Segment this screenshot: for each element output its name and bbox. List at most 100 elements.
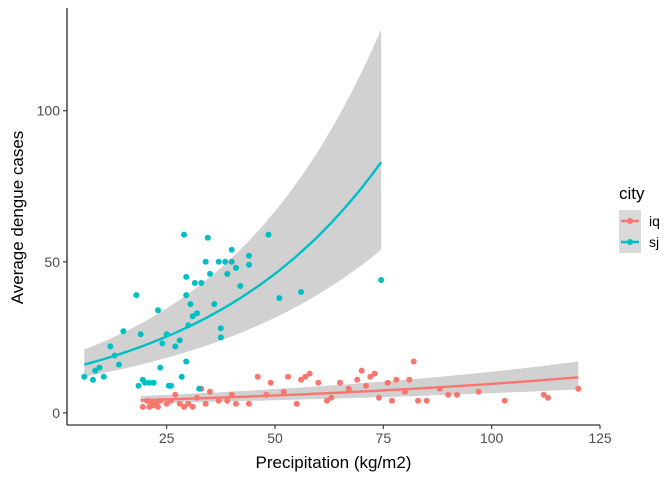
data-point-sj-5: [107, 343, 114, 350]
data-point-iq-57: [540, 391, 547, 398]
data-point-iq-36: [337, 379, 343, 386]
x-tick-label-100: 100: [480, 430, 504, 446]
scatter-points: [81, 231, 582, 410]
data-point-sj-22: [172, 343, 179, 350]
data-point-iq-49: [410, 358, 417, 365]
legend-key-point-sj: [627, 239, 633, 245]
data-point-iq-48: [406, 376, 413, 383]
data-point-sj-27: [183, 273, 190, 280]
data-point-sj-30: [187, 301, 194, 308]
data-point-iq-45: [389, 397, 395, 404]
data-point-sj-14: [146, 379, 153, 386]
data-point-iq-27: [280, 388, 287, 395]
data-point-iq-38: [354, 376, 361, 383]
data-point-iq-22: [233, 400, 239, 407]
data-point-iq-8: [163, 400, 170, 407]
data-point-sj-37: [204, 234, 211, 241]
confidence-band-iq: [140, 361, 579, 404]
data-point-sj-53: [298, 289, 304, 295]
data-point-iq-32: [306, 370, 313, 377]
data-point-sj-11: [137, 331, 144, 338]
x-tick-label-75: 75: [376, 430, 392, 446]
x-tick-label-125: 125: [588, 430, 612, 446]
data-point-sj-33: [194, 310, 200, 317]
legend-key-point-iq: [627, 218, 633, 224]
data-point-sj-9: [133, 292, 140, 299]
data-point-iq-33: [315, 379, 322, 386]
data-point-sj-39: [211, 301, 218, 308]
data-point-sj-15: [150, 379, 157, 386]
x-tick-label-25: 25: [159, 430, 175, 446]
x-tick-label-50: 50: [267, 430, 283, 446]
data-point-sj-40: [215, 258, 222, 265]
data-point-iq-14: [189, 403, 196, 410]
confidence-band-sj: [84, 29, 382, 377]
data-point-sj-7: [116, 361, 122, 368]
data-point-sj-26: [183, 358, 190, 365]
y-tick-label-100: 100: [37, 103, 61, 119]
data-point-iq-26: [267, 379, 274, 386]
data-point-sj-46: [228, 258, 235, 265]
trend-lines: [83, 161, 579, 402]
data-point-iq-0: [139, 403, 146, 410]
data-point-iq-40: [363, 382, 369, 389]
data-point-sj-17: [157, 364, 164, 371]
data-point-iq-11: [176, 400, 183, 407]
data-point-sj-16: [155, 307, 161, 314]
data-point-iq-28: [285, 373, 291, 380]
data-point-sj-51: [265, 231, 272, 238]
x-axis-title: Precipitation (kg/m2): [256, 453, 412, 472]
legend-key-sj: [619, 231, 641, 253]
data-point-sj-54: [378, 277, 385, 283]
legend: city iq sj: [619, 184, 660, 253]
data-point-iq-29: [293, 400, 300, 407]
data-point-sj-8: [120, 328, 127, 335]
confidence-bands: [84, 29, 579, 404]
data-point-iq-54: [454, 391, 460, 398]
legend-title: city: [619, 184, 645, 203]
data-point-iq-39: [358, 367, 365, 374]
data-point-iq-19: [215, 397, 222, 404]
data-point-iq-51: [423, 397, 430, 404]
data-point-iq-30: [298, 376, 304, 383]
y-tick-label-50: 50: [44, 254, 60, 270]
data-point-iq-23: [246, 400, 252, 407]
data-point-iq-35: [328, 394, 335, 401]
data-point-sj-31: [189, 313, 196, 320]
data-point-sj-25: [181, 231, 187, 238]
data-point-iq-17: [202, 400, 209, 407]
axes: 25 50 75 100 125 0 50 100: [37, 8, 612, 446]
data-point-iq-24: [254, 373, 261, 380]
data-point-iq-50: [415, 397, 421, 404]
data-point-sj-34: [196, 385, 203, 392]
data-point-sj-18: [159, 340, 166, 347]
data-point-sj-28: [183, 292, 190, 299]
trend-line-sj: [83, 161, 383, 366]
data-point-iq-43: [376, 394, 382, 401]
data-point-sj-49: [246, 252, 252, 259]
data-point-iq-10: [172, 391, 179, 398]
data-point-iq-58: [545, 394, 551, 401]
data-point-sj-3: [96, 364, 103, 371]
legend-label-iq: iq: [649, 213, 660, 229]
data-point-sj-4: [100, 373, 107, 380]
data-point-iq-31: [302, 373, 309, 380]
data-point-iq-44: [384, 379, 391, 386]
data-point-iq-42: [371, 370, 378, 377]
data-point-sj-38: [207, 270, 213, 277]
data-point-sj-23: [176, 337, 183, 344]
data-point-iq-18: [207, 388, 213, 395]
data-point-iq-53: [445, 391, 452, 398]
data-point-sj-52: [276, 295, 283, 302]
data-point-sj-0: [81, 373, 88, 380]
data-point-sj-35: [198, 280, 205, 286]
data-point-iq-55: [475, 388, 482, 395]
data-point-iq-41: [367, 373, 374, 380]
data-point-sj-32: [191, 280, 198, 286]
data-point-sj-44: [224, 270, 231, 277]
data-point-sj-50: [246, 261, 252, 268]
data-point-sj-2: [92, 367, 99, 374]
data-point-iq-13: [185, 400, 192, 407]
data-point-sj-41: [217, 334, 224, 341]
